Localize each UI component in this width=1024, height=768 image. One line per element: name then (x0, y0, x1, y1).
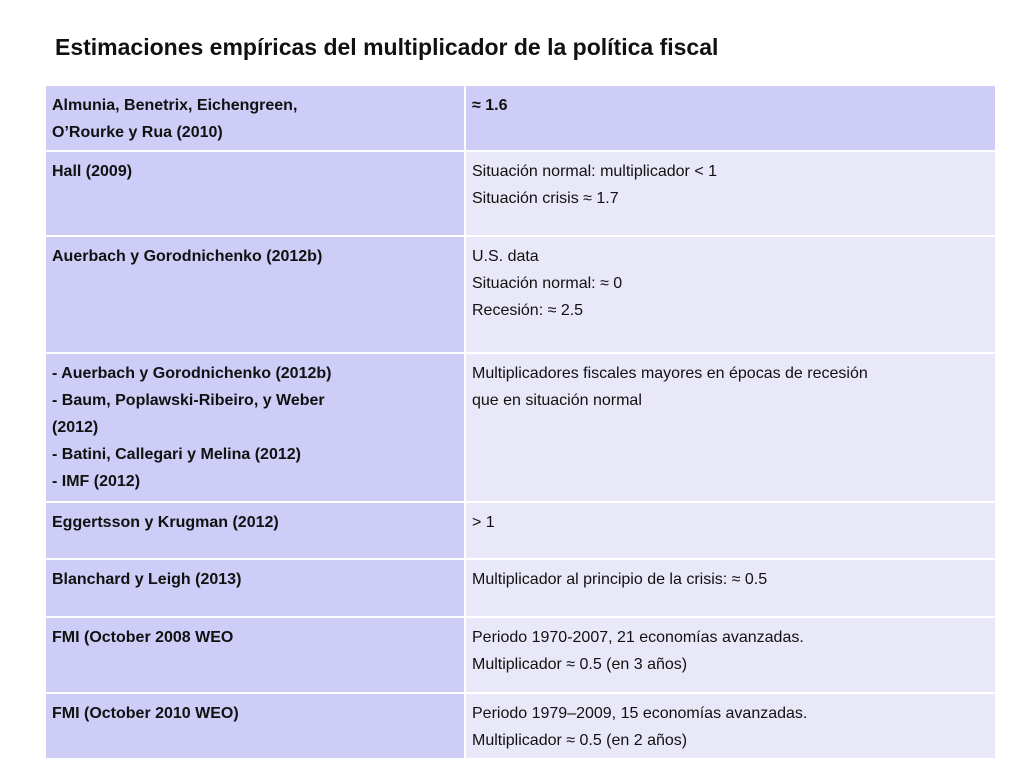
slide-title: Estimaciones empíricas del multiplicador… (55, 34, 719, 60)
author-line: Eggertsson y Krugman (2012) (52, 514, 279, 531)
author-cell: FMI (October 2008 WEO (44, 616, 466, 694)
author-line: - Batini, Callegari y Melina (2012) (52, 446, 301, 463)
author-line: FMI (October 2010 WEO) (52, 705, 239, 722)
author-cell: Auerbach y Gorodnichenko (2012b) (44, 235, 466, 354)
author-cell: Blanchard y Leigh (2013) (44, 558, 466, 618)
table-row: - Auerbach y Gorodnichenko (2012b) - Bau… (44, 352, 997, 503)
author-cell: Eggertsson y Krugman (2012) (44, 501, 466, 560)
result-line: Situación normal: ≈ 0 (472, 275, 623, 292)
result-line: Situación crisis ≈ 1.7 (472, 190, 619, 207)
result-cell: U.S. data Situación normal: ≈ 0 Recesión… (464, 235, 997, 354)
result-line: Multiplicador ≈ 0.5 (en 3 años) (472, 656, 688, 673)
result-cell: Periodo 1979–2009, 15 economías avanzada… (464, 692, 997, 760)
result-cell: ≈ 1.6 (464, 84, 997, 152)
result-line: que en situación normal (472, 392, 642, 409)
author-line: - Baum, Poplawski-Ribeiro, y Weber (52, 392, 325, 409)
multiplier-estimates-table: Almunia, Benetrix, Eichengreen, O’Rourke… (44, 84, 997, 760)
result-cell: > 1 (464, 501, 997, 560)
table-row: Almunia, Benetrix, Eichengreen, O’Rourke… (44, 84, 997, 152)
author-line: - Auerbach y Gorodnichenko (2012b) (52, 365, 332, 382)
table-row: Eggertsson y Krugman (2012) > 1 (44, 501, 997, 560)
author-line: O’Rourke y Rua (2010) (52, 124, 223, 141)
result-cell: Multiplicadores fiscales mayores en époc… (464, 352, 997, 503)
result-line: Multiplicador al principio de la crisis:… (472, 571, 768, 588)
table-row: FMI (October 2010 WEO) Periodo 1979–2009… (44, 692, 997, 760)
result-cell: Periodo 1970-2007, 21 economías avanzada… (464, 616, 997, 694)
result-line: Periodo 1970-2007, 21 economías avanzada… (472, 629, 804, 646)
author-line: Auerbach y Gorodnichenko (2012b) (52, 248, 323, 265)
result-line: > 1 (472, 514, 495, 531)
author-cell: - Auerbach y Gorodnichenko (2012b) - Bau… (44, 352, 466, 503)
result-line: ≈ 1.6 (472, 97, 508, 114)
author-cell: Hall (2009) (44, 150, 466, 237)
author-cell: Almunia, Benetrix, Eichengreen, O’Rourke… (44, 84, 466, 152)
result-line: Situación normal: multiplicador < 1 (472, 163, 718, 180)
result-line: Multiplicador ≈ 0.5 (en 2 años) (472, 732, 688, 749)
result-line: U.S. data (472, 248, 539, 265)
result-cell: Situación normal: multiplicador < 1 Situ… (464, 150, 997, 237)
table-row: Hall (2009) Situación normal: multiplica… (44, 150, 997, 237)
result-line: Recesión: ≈ 2.5 (472, 302, 584, 319)
result-line: Multiplicadores fiscales mayores en époc… (472, 365, 868, 382)
author-line: FMI (October 2008 WEO (52, 629, 234, 646)
author-line: - IMF (2012) (52, 473, 141, 490)
author-line: Blanchard y Leigh (2013) (52, 571, 242, 588)
author-line: Hall (2009) (52, 163, 133, 180)
author-line: Almunia, Benetrix, Eichengreen, (52, 97, 298, 114)
table-row: Auerbach y Gorodnichenko (2012b) U.S. da… (44, 235, 997, 354)
table-row: FMI (October 2008 WEO Periodo 1970-2007,… (44, 616, 997, 694)
result-cell: Multiplicador al principio de la crisis:… (464, 558, 997, 618)
result-line: Periodo 1979–2009, 15 economías avanzada… (472, 705, 808, 722)
author-cell: FMI (October 2010 WEO) (44, 692, 466, 760)
author-line: (2012) (52, 419, 99, 436)
table-row: Blanchard y Leigh (2013) Multiplicador a… (44, 558, 997, 618)
